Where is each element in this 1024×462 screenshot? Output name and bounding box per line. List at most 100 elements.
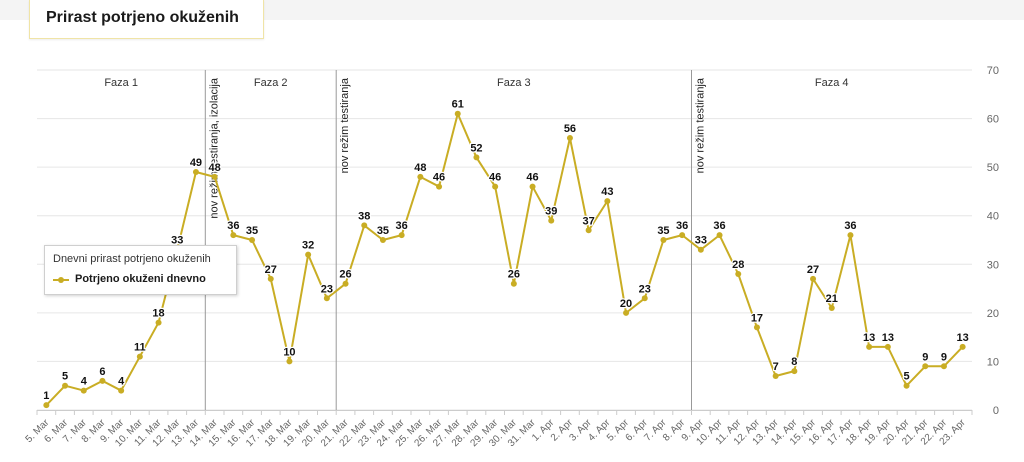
- chart-legend[interactable]: Dnevni prirast potrjeno okuženih Potrjen…: [44, 245, 237, 295]
- data-label: 38: [358, 210, 370, 222]
- data-label: 36: [396, 220, 408, 232]
- data-label: 36: [713, 220, 725, 232]
- data-label: 35: [377, 225, 389, 237]
- data-label: 4: [81, 376, 88, 388]
- y-tick-label: 60: [987, 114, 999, 126]
- data-point: [192, 169, 199, 175]
- data-label: 48: [209, 162, 221, 174]
- data-point: [62, 382, 69, 389]
- legend-item-label: Potrjeno okuženi dnevno: [75, 273, 206, 285]
- data-label: 52: [470, 142, 482, 154]
- phase-label: Faza 2: [254, 77, 288, 89]
- data-point: [249, 237, 256, 243]
- data-point: [80, 387, 87, 394]
- data-label: 36: [676, 220, 688, 232]
- data-point: [716, 232, 723, 239]
- data-point: [679, 232, 686, 239]
- data-point: [772, 373, 779, 379]
- data-point: [323, 295, 330, 302]
- data-point: [342, 280, 349, 287]
- data-point: [529, 183, 536, 190]
- y-tick-label: 0: [993, 405, 999, 417]
- phase-marker-label: nov režim testiranja: [695, 77, 707, 173]
- data-label: 9: [922, 351, 928, 363]
- data-label: 7: [773, 361, 779, 373]
- data-point: [510, 280, 517, 287]
- phase-label: Faza 3: [497, 77, 531, 89]
- data-label: 27: [807, 264, 819, 276]
- data-label: 13: [957, 332, 969, 344]
- data-point: [585, 227, 592, 234]
- data-label: 39: [545, 206, 557, 218]
- data-label: 4: [118, 376, 125, 388]
- data-label: 1: [43, 390, 49, 402]
- data-point: [398, 232, 405, 239]
- data-point: [155, 319, 162, 326]
- data-point: [436, 183, 443, 190]
- legend-title: Dnevni prirast potrjeno okuženih: [53, 253, 211, 265]
- data-point: [454, 110, 461, 117]
- data-point: [267, 275, 274, 282]
- data-label: 33: [171, 235, 183, 247]
- data-point: [492, 183, 499, 190]
- data-label: 27: [265, 264, 277, 276]
- data-point: [566, 135, 573, 141]
- data-label: 35: [246, 225, 258, 237]
- data-point: [361, 222, 368, 229]
- data-label: 56: [564, 123, 576, 135]
- data-point: [118, 387, 125, 394]
- phase-label: Faza 1: [104, 77, 138, 89]
- data-label: 6: [99, 366, 105, 378]
- data-label: 13: [863, 332, 875, 344]
- data-label: 23: [321, 283, 333, 295]
- data-label: 26: [508, 269, 520, 281]
- data-label: 5: [62, 371, 68, 383]
- data-label: 8: [791, 356, 797, 368]
- data-label: 61: [452, 99, 464, 111]
- data-label: 48: [414, 162, 426, 174]
- data-point: [641, 295, 648, 302]
- y-tick-label: 30: [987, 259, 999, 271]
- data-point: [604, 198, 611, 205]
- data-point: [735, 271, 742, 277]
- data-label: 36: [844, 220, 856, 232]
- data-point: [548, 217, 555, 224]
- data-point: [286, 358, 293, 365]
- data-label: 21: [826, 293, 838, 305]
- y-tick-label: 40: [987, 211, 999, 223]
- phase-marker-label: nov režim testiranja: [339, 77, 351, 173]
- data-point: [847, 232, 854, 239]
- data-label: 9: [941, 351, 947, 363]
- data-point: [230, 232, 237, 239]
- y-tick-label: 70: [987, 65, 999, 77]
- data-label: 49: [190, 157, 202, 169]
- data-label: 33: [695, 235, 707, 247]
- data-point: [791, 368, 798, 375]
- data-label: 13: [882, 332, 894, 344]
- page-title: Prirast potrjeno okuženih: [46, 9, 239, 26]
- y-tick-label: 20: [987, 308, 999, 320]
- data-point: [660, 237, 667, 243]
- data-label: 17: [751, 312, 763, 324]
- data-point: [866, 343, 873, 350]
- data-point: [211, 173, 218, 180]
- data-point: [623, 309, 630, 316]
- data-label: 26: [339, 269, 351, 281]
- data-point: [136, 353, 143, 360]
- data-label: 28: [732, 259, 744, 271]
- data-point: [940, 363, 947, 370]
- data-point: [417, 173, 424, 180]
- data-point: [305, 251, 312, 258]
- data-label: 20: [620, 298, 632, 310]
- data-point: [697, 246, 704, 253]
- data-point: [473, 154, 480, 161]
- y-tick-label: 10: [987, 356, 999, 368]
- data-label: 36: [227, 220, 239, 232]
- data-point: [903, 382, 910, 389]
- data-point: [379, 237, 386, 243]
- phase-label: Faza 4: [815, 77, 849, 89]
- data-label: 23: [639, 283, 651, 295]
- phase-marker-label: nov režim testiranja, izolacija: [208, 77, 220, 218]
- data-label: 46: [489, 172, 501, 184]
